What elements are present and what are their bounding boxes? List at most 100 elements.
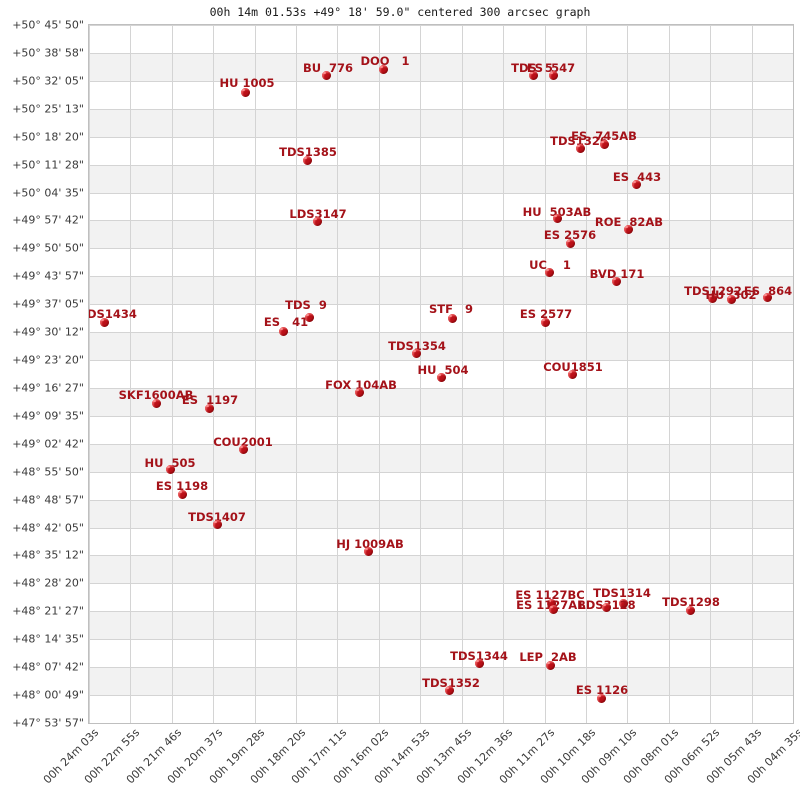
star-marker[interactable] bbox=[631, 179, 641, 189]
star-marker[interactable] bbox=[447, 313, 457, 323]
star-marker[interactable] bbox=[99, 317, 109, 327]
star-label: ES 745AB bbox=[571, 129, 637, 143]
star-marker[interactable] bbox=[707, 293, 717, 303]
x-axis: 00h 24m 03s 00h 22m 55s 00h 21m 46s 00h 20m… bbox=[41, 726, 800, 800]
star-marker[interactable] bbox=[321, 70, 331, 80]
gridline-horizontal bbox=[89, 528, 793, 529]
star-label: ES 1197 bbox=[181, 393, 239, 407]
y-tick-label: +49° 50' 50" bbox=[12, 241, 84, 255]
star-label: FOX 104AB bbox=[325, 378, 397, 392]
gridline-horizontal bbox=[89, 53, 793, 54]
gridline-horizontal bbox=[89, 472, 793, 473]
y-tick-label: +50° 04' 35" bbox=[12, 186, 84, 200]
star-marker[interactable] bbox=[548, 70, 558, 80]
star-label: ES 1126 bbox=[575, 683, 629, 697]
y-tick-label: +49° 02' 42" bbox=[12, 437, 84, 451]
star-marker[interactable] bbox=[354, 387, 364, 397]
gridline-horizontal bbox=[89, 500, 793, 501]
star-label: DOO 1 bbox=[360, 54, 410, 68]
gridline-horizontal bbox=[89, 555, 793, 556]
star-marker[interactable] bbox=[204, 403, 214, 413]
star-marker[interactable] bbox=[363, 546, 373, 556]
star-marker[interactable] bbox=[546, 598, 556, 608]
star-marker[interactable] bbox=[599, 139, 609, 149]
star-marker[interactable] bbox=[548, 604, 558, 614]
star-marker[interactable] bbox=[151, 398, 161, 408]
star-marker[interactable] bbox=[165, 464, 175, 474]
star-marker[interactable] bbox=[618, 598, 628, 608]
star-marker[interactable] bbox=[528, 70, 538, 80]
gridline-vertical bbox=[337, 25, 338, 723]
star-label: STF 9 bbox=[429, 302, 473, 316]
y-tick-label: +48° 28' 20" bbox=[12, 576, 84, 590]
star-label: LDS3147 bbox=[289, 207, 347, 221]
y-tick-label: +48° 35' 12" bbox=[12, 548, 84, 562]
star-marker[interactable] bbox=[378, 64, 388, 74]
star-label: UC 1 bbox=[529, 258, 571, 272]
gridline-horizontal bbox=[89, 25, 793, 26]
gridline-horizontal bbox=[89, 360, 793, 361]
gridline-horizontal bbox=[89, 81, 793, 82]
y-tick-label: +48° 48' 57" bbox=[12, 493, 84, 507]
star-marker[interactable] bbox=[474, 658, 484, 668]
gridline-vertical bbox=[710, 25, 711, 723]
star-marker[interactable] bbox=[596, 693, 606, 703]
star-marker[interactable] bbox=[567, 369, 577, 379]
star-label: SKF1600AB bbox=[118, 388, 194, 402]
star-marker[interactable] bbox=[726, 294, 736, 304]
star-marker[interactable] bbox=[565, 238, 575, 248]
page-title: 00h 14m 01.53s +49° 18' 59.0" centered 3… bbox=[209, 5, 591, 19]
gridline-horizontal bbox=[89, 332, 793, 333]
grid-band bbox=[89, 276, 793, 305]
gridline-horizontal bbox=[89, 611, 793, 612]
gridline-vertical bbox=[627, 25, 628, 723]
star-label: TDS 9 bbox=[285, 298, 327, 312]
gridline-horizontal bbox=[89, 639, 793, 640]
star-label: TDS1326 bbox=[550, 134, 608, 148]
star-marker[interactable] bbox=[575, 143, 585, 153]
grid-band bbox=[89, 164, 793, 193]
y-tick-label: +48° 21' 27" bbox=[12, 604, 84, 618]
star-marker[interactable] bbox=[601, 602, 611, 612]
star-label: ES 1198 bbox=[155, 479, 209, 493]
star-label: TDS1385 bbox=[279, 145, 337, 159]
plot-area[interactable]: HU 1005 BU 776 DOO 1 TDS 5 ES 547 TDS1385 TDS1… bbox=[88, 24, 794, 724]
star-marker[interactable] bbox=[240, 87, 250, 97]
grid-band bbox=[89, 499, 793, 528]
star-label: ES 1127BC bbox=[515, 588, 585, 602]
star-marker[interactable] bbox=[304, 312, 314, 322]
star-marker[interactable] bbox=[611, 276, 621, 286]
star-label: LEP 2AB bbox=[519, 650, 577, 664]
star-label: TDS1354 bbox=[388, 339, 446, 353]
star-marker[interactable] bbox=[540, 317, 550, 327]
gridline-vertical bbox=[255, 25, 256, 723]
gridline-vertical bbox=[130, 25, 131, 723]
star-marker[interactable] bbox=[544, 267, 554, 277]
star-label: TDS1407 bbox=[188, 510, 246, 524]
y-tick-label: +49° 37' 05" bbox=[12, 297, 84, 311]
star-marker[interactable] bbox=[552, 213, 562, 223]
star-marker[interactable] bbox=[444, 685, 454, 695]
star-label: ES 2577 bbox=[519, 307, 573, 321]
grid-band bbox=[89, 108, 793, 137]
star-marker[interactable] bbox=[762, 292, 772, 302]
star-marker[interactable] bbox=[302, 155, 312, 165]
star-label: TDS1344 bbox=[450, 649, 508, 663]
star-marker[interactable] bbox=[278, 326, 288, 336]
gridline-vertical bbox=[172, 25, 173, 723]
star-marker[interactable] bbox=[623, 224, 633, 234]
gridline-horizontal bbox=[89, 388, 793, 389]
star-marker[interactable] bbox=[312, 216, 322, 226]
star-marker[interactable] bbox=[177, 489, 187, 499]
star-marker[interactable] bbox=[212, 519, 222, 529]
star-marker[interactable] bbox=[685, 605, 695, 615]
star-marker[interactable] bbox=[436, 372, 446, 382]
star-marker[interactable] bbox=[411, 348, 421, 358]
gridline-horizontal bbox=[89, 416, 793, 417]
grid-band bbox=[89, 220, 793, 249]
star-label: HU 302 bbox=[705, 288, 757, 302]
star-marker[interactable] bbox=[238, 444, 248, 454]
gridline-horizontal bbox=[89, 304, 793, 305]
star-label: HU 505 bbox=[144, 456, 196, 470]
star-marker[interactable] bbox=[545, 660, 555, 670]
